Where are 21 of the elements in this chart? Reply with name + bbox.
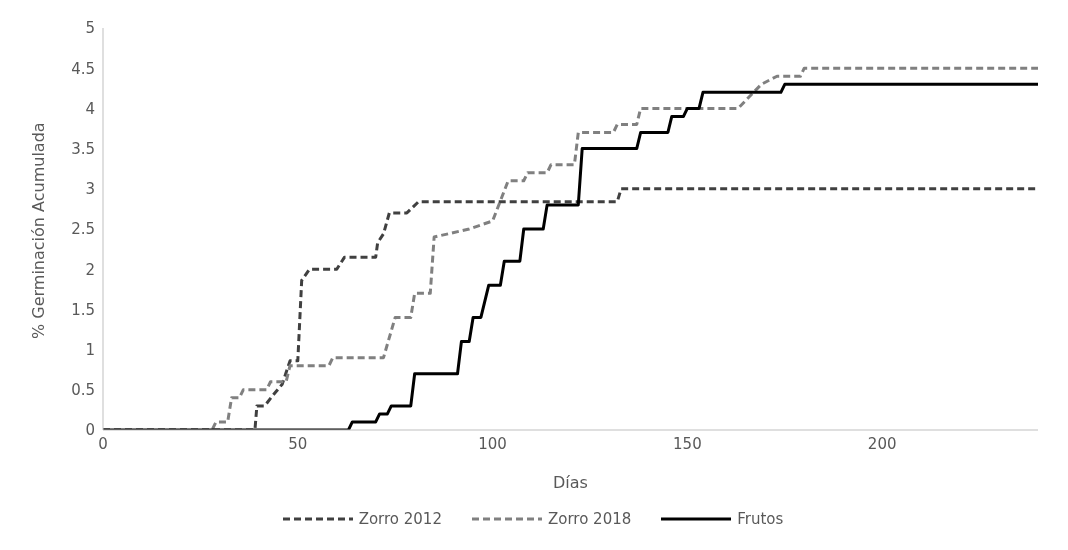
x-tick-label: 100 <box>478 434 507 453</box>
y-tick-label: 1.5 <box>71 300 95 319</box>
y-tick-label: 0.5 <box>71 381 95 400</box>
y-tick-label: 0 <box>85 421 95 440</box>
legend-label: Zorro 2012 <box>358 510 442 528</box>
y-tick-label: 1 <box>85 340 95 359</box>
x-tick-label: 50 <box>288 434 308 453</box>
y-tick-label: 5 <box>85 19 95 38</box>
legend-label: Zorro 2018 <box>547 510 632 528</box>
x-tick-label: 200 <box>867 434 897 453</box>
y-tick-label: 3.5 <box>71 139 95 158</box>
legend-label: Frutos <box>737 510 784 528</box>
y-tick-label: 2.5 <box>71 220 95 239</box>
x-tick-label: 150 <box>673 434 702 453</box>
y-tick-label: 3 <box>85 180 95 199</box>
x-axis-title: Días <box>553 473 588 492</box>
y-tick-label: 4 <box>85 99 95 118</box>
y-tick-label: 2 <box>85 260 95 279</box>
x-tick-label: 0 <box>98 434 108 453</box>
y-tick-label: 4.5 <box>71 59 95 78</box>
y-axis-title: % Germinación Acumulada <box>28 122 48 339</box>
